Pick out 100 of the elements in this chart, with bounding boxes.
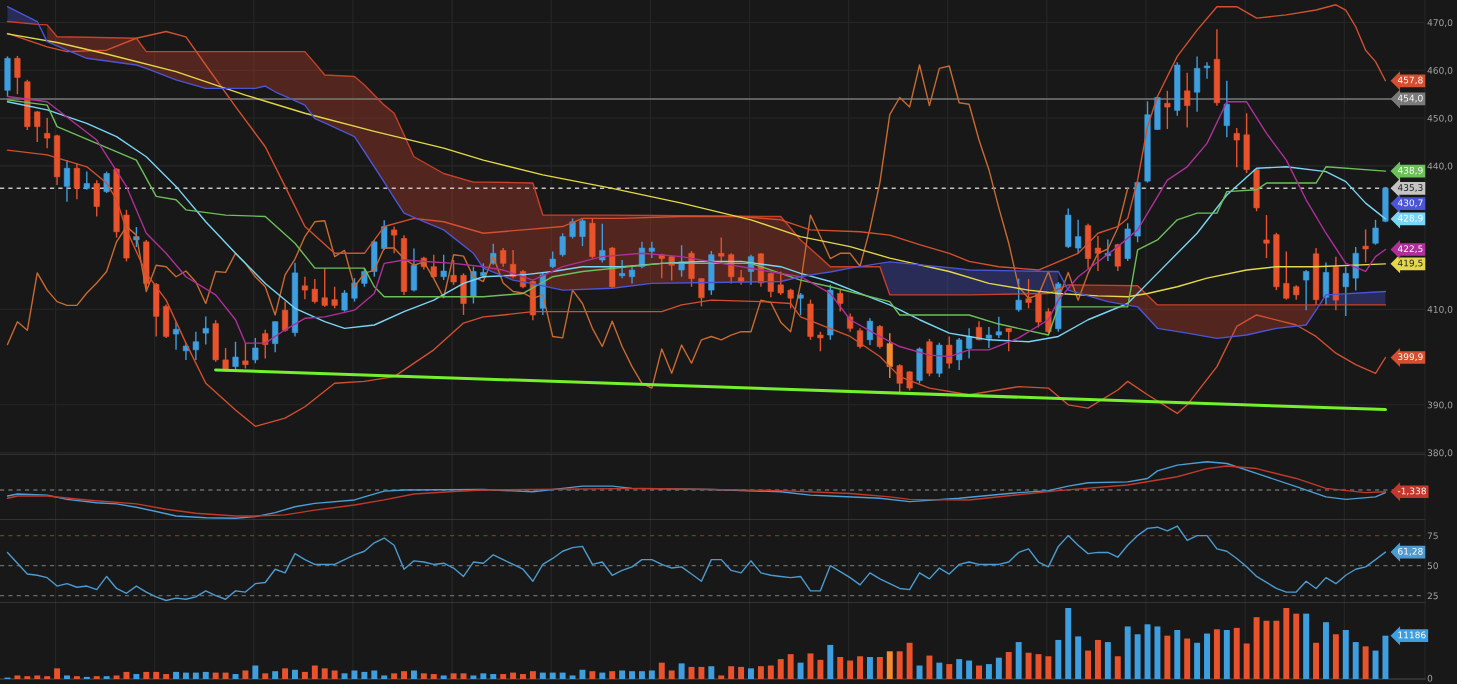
candlestick — [1263, 214, 1270, 259]
bar — [301, 671, 308, 679]
y-tick-label: 410,0 — [1427, 305, 1453, 314]
bar — [401, 671, 408, 679]
data-label: 438,9 — [1397, 166, 1423, 175]
text: 430,7 — [1397, 199, 1423, 208]
bar — [480, 673, 487, 679]
bar — [410, 670, 417, 679]
bar — [658, 662, 665, 679]
bar — [728, 666, 735, 679]
candlestick — [232, 341, 239, 371]
bar — [529, 671, 536, 679]
ref-line-label: 454,0 — [1397, 94, 1423, 103]
candlestick — [896, 363, 903, 395]
bar — [1025, 652, 1032, 679]
y-tick-label: 390,0 — [1427, 401, 1453, 410]
bar — [1332, 634, 1339, 679]
bar — [995, 657, 1002, 679]
bar — [1184, 638, 1191, 679]
candlestick — [658, 253, 665, 279]
bar — [599, 672, 606, 679]
bar — [450, 673, 457, 679]
bar — [44, 676, 51, 679]
bar — [182, 672, 189, 679]
bar — [1174, 629, 1181, 679]
bar — [559, 672, 566, 679]
bar — [857, 656, 864, 679]
candlestick — [856, 327, 864, 350]
bar — [1144, 624, 1151, 679]
y-tick-label: 440,0 — [1427, 162, 1453, 171]
bar — [648, 670, 655, 679]
bar — [1124, 626, 1131, 679]
candlestick — [341, 289, 348, 313]
bar — [173, 671, 179, 679]
bar — [192, 672, 199, 679]
y-tick-label: 460,0 — [1427, 66, 1453, 75]
line-series — [6, 64, 1129, 389]
bar — [1094, 639, 1101, 679]
bar — [1045, 656, 1052, 679]
bar — [371, 670, 378, 679]
bar — [1154, 626, 1161, 679]
candlestick — [946, 335, 953, 370]
bar — [579, 669, 586, 679]
bar — [252, 665, 259, 679]
bar — [569, 675, 576, 679]
candlestick — [272, 320, 279, 353]
candlestick — [301, 276, 308, 300]
bar — [202, 671, 209, 679]
y-tick-label: 25 — [1427, 592, 1438, 600]
y-tick-label: 450,0 — [1427, 114, 1453, 123]
candlestick — [440, 254, 447, 281]
bar — [351, 670, 358, 679]
bar — [767, 665, 774, 679]
bar — [93, 676, 100, 679]
bar — [212, 672, 219, 679]
candlestick — [311, 278, 318, 305]
bar — [153, 671, 160, 679]
bar — [718, 675, 725, 679]
candlestick — [1223, 80, 1230, 138]
bar — [113, 675, 120, 679]
bar — [668, 670, 675, 679]
candlestick — [886, 332, 893, 379]
bar — [64, 675, 70, 679]
candlestick — [718, 236, 725, 265]
bar — [490, 674, 497, 679]
bar — [748, 668, 754, 679]
bar — [272, 671, 279, 679]
candlestick — [1164, 90, 1171, 130]
candlestick — [1005, 327, 1012, 352]
bar — [1382, 635, 1389, 679]
bar — [331, 670, 338, 679]
bar — [361, 671, 368, 679]
bar — [242, 670, 249, 679]
bar — [1065, 607, 1072, 679]
bar — [1075, 636, 1082, 679]
bar — [163, 674, 170, 679]
data-label: 428,9 — [1397, 214, 1423, 223]
bar — [708, 666, 715, 679]
y-tick-label: 380,0 — [1427, 449, 1453, 458]
bar — [876, 656, 883, 679]
candlestick — [14, 55, 21, 95]
bar — [837, 656, 844, 679]
bar — [1104, 642, 1111, 679]
bar — [1313, 642, 1320, 679]
candlestick — [282, 300, 289, 333]
bar — [1372, 650, 1379, 679]
bar — [985, 664, 992, 679]
bar — [1005, 652, 1012, 679]
candlestick — [63, 159, 71, 203]
candlestick — [1233, 127, 1240, 168]
bar — [1303, 613, 1310, 679]
candlestick — [172, 320, 180, 351]
candlestick — [619, 259, 626, 279]
bar — [133, 674, 140, 679]
candlestick — [93, 179, 100, 218]
bar — [797, 662, 804, 679]
bar — [500, 674, 507, 679]
bar — [966, 660, 973, 679]
text: -1,338 — [1397, 487, 1426, 496]
candlestick — [391, 225, 398, 255]
